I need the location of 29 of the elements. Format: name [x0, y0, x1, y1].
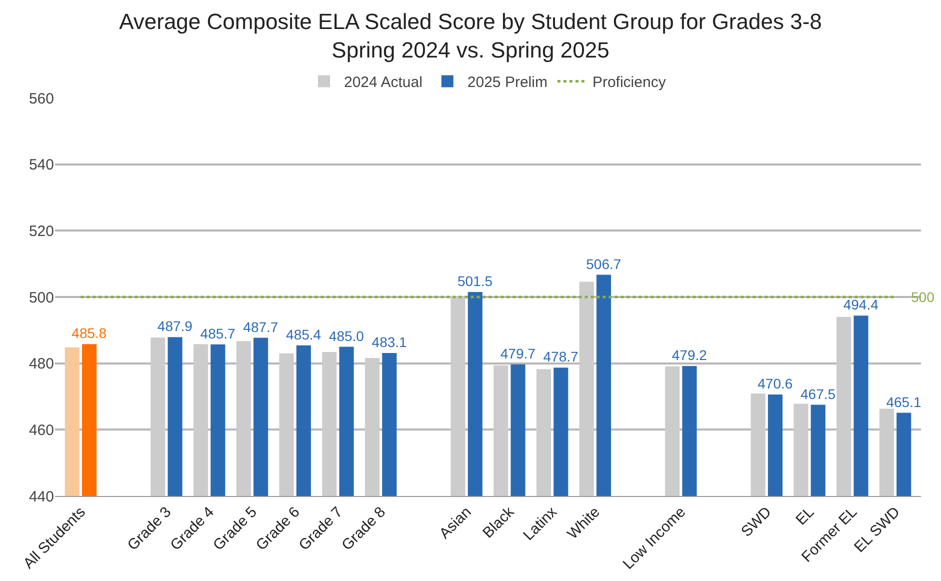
chart-title: Average Composite ELA Scaled Score by Student Group for Grades 3-8 Spring 2024 vs. Spring 2025 — [119, 9, 822, 63]
data-label: 487.9 — [157, 318, 193, 334]
data-label: 487.7 — [243, 318, 278, 335]
data-label: 485.8 — [72, 325, 107, 342]
y-tick-label: 500 — [28, 289, 54, 306]
y-tick-label: 540 — [28, 156, 54, 174]
data-label: 506.7 — [586, 256, 622, 272]
data-label: 478.7 — [543, 348, 579, 365]
data-label: 494.4 — [843, 296, 879, 313]
y-tick-label: 560 — [28, 90, 54, 108]
data-label: 479.7 — [500, 345, 536, 362]
y-tick-label: 520 — [28, 222, 54, 240]
y-tick-label: 460 — [28, 422, 54, 439]
legend-label: 2024 Actual — [344, 74, 422, 92]
data-label: 479.2 — [672, 346, 708, 363]
x-tick-label: EL — [792, 504, 818, 529]
legend-label: Proficiency — [592, 74, 666, 92]
data-label: 465.1 — [886, 394, 922, 410]
data-label: 467.5 — [800, 386, 836, 402]
data-label: 485.0 — [328, 328, 364, 344]
data-label: 470.6 — [758, 376, 793, 392]
data-label: 483.1 — [372, 334, 408, 350]
legend-label: 2025 Prelim — [467, 74, 548, 92]
data-label: 485.7 — [200, 325, 236, 342]
data-label: 485.4 — [286, 326, 322, 342]
annotation: 500 — [911, 289, 935, 305]
data-label: 501.5 — [458, 273, 493, 290]
y-tick-label: 440 — [28, 488, 54, 506]
y-tick-label: 480 — [28, 356, 54, 373]
